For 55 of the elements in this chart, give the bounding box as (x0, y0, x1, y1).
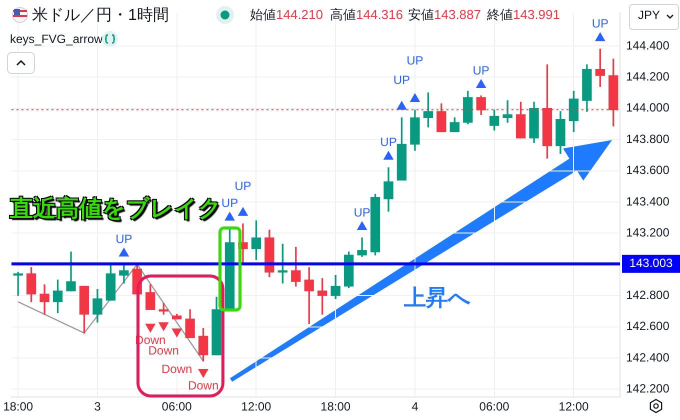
point (119, 248, 129, 256)
y-tick-label: 143.400 (626, 194, 670, 208)
x-tick-label: 4 (412, 400, 419, 414)
point (384, 151, 394, 160)
point (158, 322, 168, 331)
text: UP (393, 73, 410, 88)
annotation: keys_FVG_arrow (10, 32, 103, 46)
annotation: 終値143.991 (487, 7, 560, 22)
text: UP (380, 135, 397, 150)
text: UP (354, 205, 370, 220)
point (224, 212, 235, 221)
text: UP (116, 232, 132, 246)
text: JPY (638, 8, 660, 22)
point (238, 207, 248, 216)
y-tick-label: 142.400 (626, 350, 670, 364)
x-tick-label: 12:00 (558, 400, 590, 414)
text: UP (234, 179, 252, 194)
y-tick-label: 142.200 (626, 382, 670, 396)
point (595, 32, 605, 42)
point (198, 369, 208, 378)
point (172, 328, 182, 337)
annotation: 始値144.210 (250, 7, 323, 22)
annotation: 安値143.887 (408, 7, 481, 22)
annotation: 直近高値をブレイク (10, 194, 222, 223)
x-tick-label: 06:00 (162, 400, 192, 414)
x-tick-label: 3 (94, 400, 102, 414)
y-tick-label: 142.600 (626, 319, 670, 334)
text: Down (188, 378, 219, 392)
text: UP (406, 53, 424, 68)
point (146, 324, 156, 332)
y-tick-label: 143.800 (626, 132, 670, 146)
annotation: 高値144.316 (330, 7, 403, 22)
ref-line-label: 143.003 (629, 256, 674, 270)
y-tick-label: 144.200 (626, 69, 670, 84)
series-label: UP (221, 196, 238, 210)
chart-title: 米ドル／円・1時間 (32, 6, 169, 26)
x-tick-label: 18:00 (320, 400, 351, 414)
text: UP (472, 63, 490, 78)
point (357, 221, 367, 230)
y-tick-label: 143.200 (626, 225, 670, 240)
point (396, 101, 407, 110)
text: UP (592, 16, 608, 30)
x-tick-label: 18:00 (3, 400, 34, 414)
point (476, 79, 486, 88)
text: Down (161, 362, 192, 376)
y-tick-label: 143.600 (626, 163, 670, 178)
text: Down (148, 344, 179, 358)
point (410, 94, 420, 102)
y-tick-label: 144.400 (626, 38, 670, 52)
y-tick-label: 142.800 (626, 288, 670, 302)
y-tick-label: 144.000 (626, 100, 670, 115)
x-tick-label: 06:00 (479, 400, 510, 414)
x-tick-label: 12:00 (241, 400, 272, 414)
annotation: 上昇へ (404, 284, 471, 312)
candlestick (502, 100, 512, 123)
